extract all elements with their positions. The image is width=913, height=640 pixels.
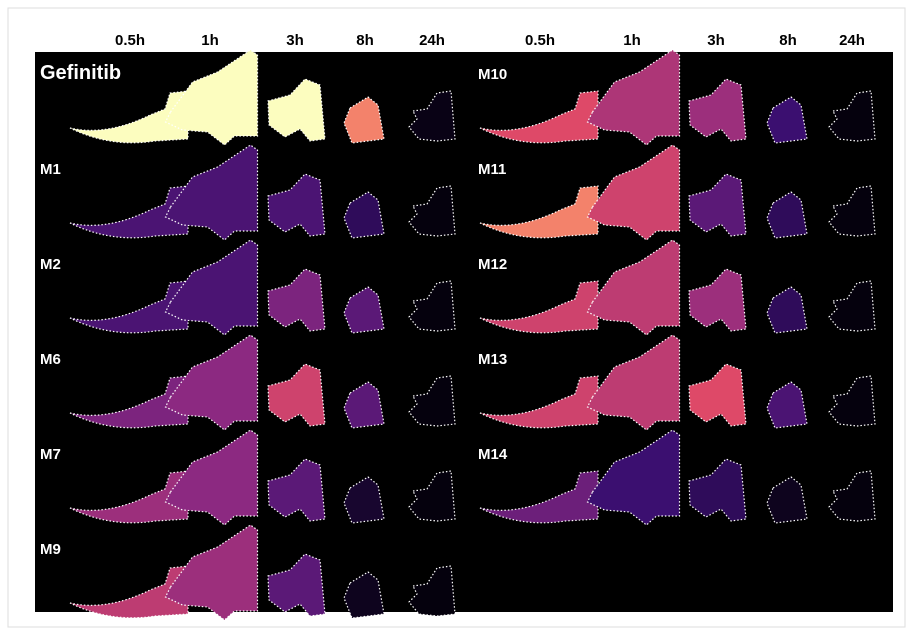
figure: 0.5h 1h 3h 8h 24h Gefinitib M1 M2 M6 M7 M9 0.5h 1h 3h…: [0, 0, 913, 635]
row-label: M6: [40, 351, 61, 368]
column-header: 8h: [356, 32, 374, 49]
row-label: M14: [478, 446, 508, 463]
row-label: M11: [478, 161, 506, 178]
row-label: M10: [478, 66, 507, 83]
row-label: M2: [40, 256, 61, 273]
row-label: M12: [478, 256, 507, 273]
row-label: M7: [40, 446, 61, 463]
column-header: 24h: [419, 32, 445, 49]
column-header: 3h: [286, 32, 304, 49]
column-header: 8h: [779, 32, 797, 49]
column-header: 0.5h: [115, 32, 145, 49]
column-header: 3h: [707, 32, 725, 49]
column-header: 24h: [839, 32, 865, 49]
column-header: 1h: [623, 32, 641, 49]
column-header: 0.5h: [525, 32, 555, 49]
row-label: M9: [40, 541, 61, 558]
row-label: Gefinitib: [40, 62, 121, 84]
page: {"columns_left": ["0.5h", "1h", "3h", "8…: [0, 0, 913, 635]
column-header: 1h: [201, 32, 219, 49]
row-label: M13: [478, 351, 507, 368]
row-label: M1: [40, 161, 61, 178]
